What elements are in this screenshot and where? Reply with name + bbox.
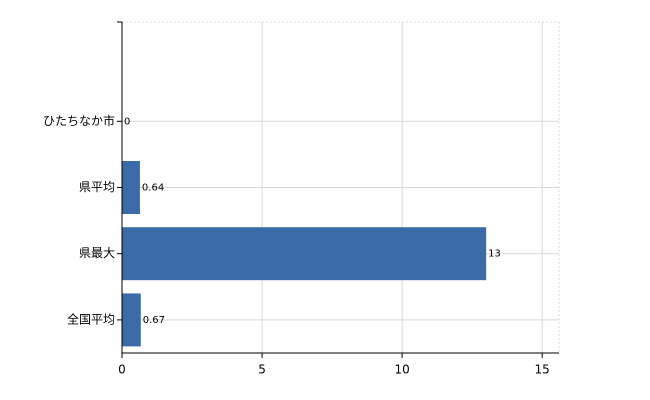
y-tick-label: 県平均	[79, 180, 115, 194]
x-tick-label: 10	[394, 363, 409, 377]
x-tick-label: 15	[535, 363, 550, 377]
y-tick-label: 全国平均	[67, 311, 115, 326]
value-label: 0.64	[142, 183, 164, 194]
bar	[122, 293, 141, 347]
y-tick-label: 県最大	[79, 246, 115, 260]
y-tick-label: ひたちなか市	[43, 113, 115, 128]
x-tick-label: 0	[118, 363, 126, 377]
value-label: 13	[488, 249, 501, 260]
bar	[122, 161, 140, 214]
bar	[122, 227, 487, 281]
x-tick-label: 5	[258, 363, 266, 377]
value-label: 0.67	[143, 315, 165, 326]
value-label: 0	[124, 116, 130, 127]
